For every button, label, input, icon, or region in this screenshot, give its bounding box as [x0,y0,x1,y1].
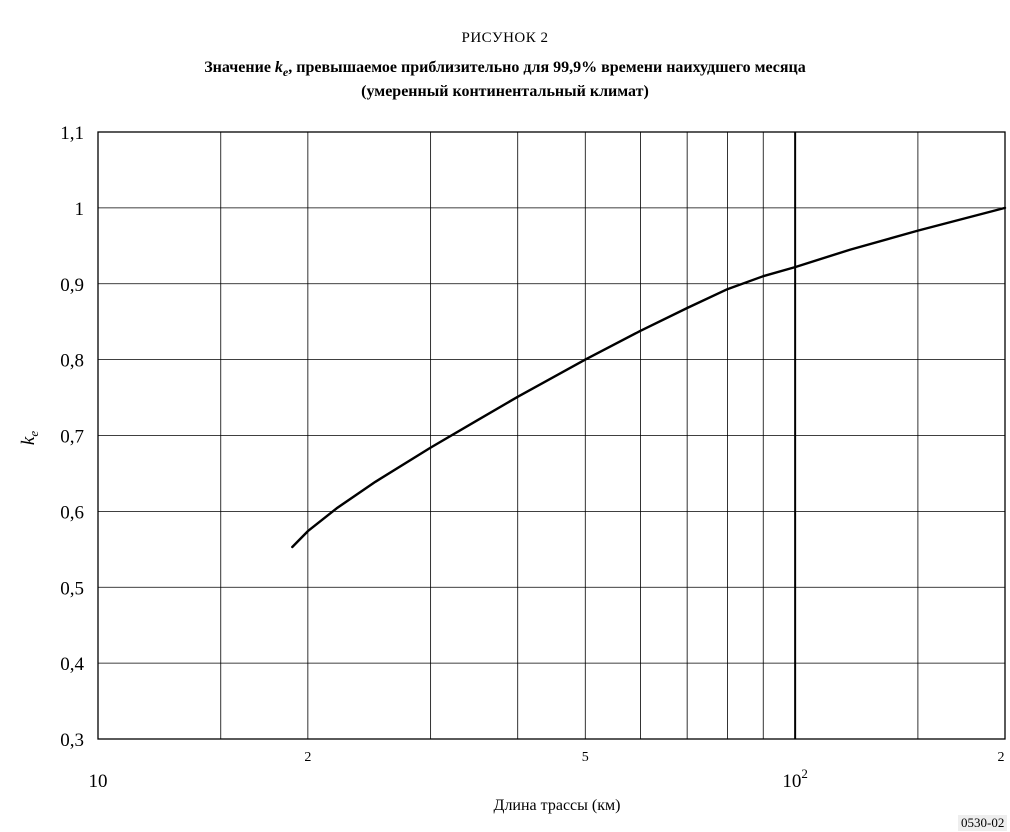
x-tick-label: 2 [998,750,1005,765]
y-tick-label: 0,6 [60,502,84,523]
chart-title: Значение ke, превышаемое приблизительно … [0,58,1010,101]
y-tick-label: 0,5 [60,578,84,599]
y-axis-label: ke [18,431,41,445]
y-axis-label-symbol: k [18,436,39,445]
y-tick-label: 1,1 [60,123,84,144]
y-tick-label: 0,8 [60,351,84,372]
x-tick-label: 2 [304,750,311,765]
y-tick-labels: 0,3 0,4 0,5 0,6 0,7 0,8 0,9 1 1,1 [60,123,84,751]
grid-lines [98,131,1006,740]
figure-id: 0530-02 [958,815,1008,831]
chart-title-symbol-sub: e [282,65,289,80]
x-tick-label: 5 [582,750,589,765]
y-tick-label: 0,4 [60,654,84,675]
plot-frame [97,131,1006,740]
y-tick-label: 1 [75,199,85,220]
y-tick-label: 0,7 [60,427,84,448]
y-tick-label: 0,3 [60,730,84,751]
ke-curve [291,206,1007,549]
chart-title-rest: , превышаемое приблизительно для 99,9% в… [288,59,806,76]
x-tick-labels: 2 5 2 10 102 [89,750,1005,792]
chart-title-line2: (умеренный континентальный климат) [361,83,649,101]
chart-title-prefix: Значение [204,59,275,76]
y-axis-label-sub: e [26,431,41,437]
x-decade-label: 102 [782,766,808,792]
y-tick-label: 0,9 [60,275,84,296]
figure-label: РИСУНОК 2 [461,30,549,46]
x-axis-label: Длина трассы (км) [494,797,621,814]
chart-title-symbol: k [274,59,283,76]
x-decade-label: 10 [89,771,108,792]
